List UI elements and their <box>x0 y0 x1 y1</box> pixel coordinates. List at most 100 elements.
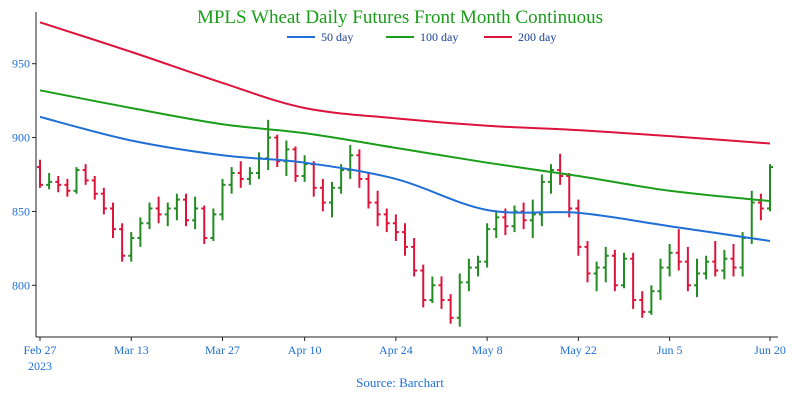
ohlc-bar <box>256 152 262 179</box>
ohlc-bar <box>392 214 399 241</box>
ohlc-bar <box>621 252 627 289</box>
ohlc-bar <box>730 243 737 277</box>
x-tick-label: May 8 <box>472 343 503 357</box>
ohlc-bar <box>402 223 408 256</box>
ohlc-bar <box>210 208 217 241</box>
ohlc-bar <box>630 252 637 309</box>
ohlc-bar <box>557 153 564 185</box>
ohlc-bar <box>520 202 527 230</box>
ohlc-bar <box>420 264 427 308</box>
ohlc-bar <box>648 285 655 315</box>
ohlc-bar <box>566 173 573 218</box>
ohlc-bar <box>55 175 62 193</box>
ohlc-bar <box>73 167 80 194</box>
x-tick-label: Apr 10 <box>288 343 322 357</box>
price-bars <box>37 119 773 327</box>
ohlc-bar <box>164 202 171 227</box>
ohlc-bar <box>657 258 664 301</box>
ohlc-bar <box>721 249 728 280</box>
ohlc-bar <box>146 202 153 230</box>
y-axis-ticks: 800 850 900 950 <box>12 57 36 292</box>
y-tick-label: 850 <box>12 204 30 218</box>
ohlc-bar <box>411 238 418 277</box>
ohlc-bar <box>511 205 518 233</box>
legend-label: 50 day <box>321 30 353 44</box>
x-tick-label: Jun 5 <box>657 343 683 357</box>
ohlc-bar <box>82 164 89 185</box>
ohlc-bar <box>310 161 317 197</box>
ohlc-bar <box>228 167 235 194</box>
ohlc-bar <box>173 193 180 221</box>
ohlc-bar <box>475 255 481 277</box>
ohlc-bar <box>529 199 536 239</box>
ohlc-bar <box>365 173 372 209</box>
ohlc-bar <box>666 243 673 277</box>
ohlc-bar <box>301 155 308 182</box>
ohlc-bar <box>374 190 381 227</box>
ohlc-bar <box>438 276 445 309</box>
ohlc-bar <box>137 217 144 247</box>
legend-item-ma50: 50 day <box>287 30 353 44</box>
source-note: Source: Barchart <box>356 375 444 390</box>
ohlc-bar <box>456 273 463 327</box>
ohlc-bar <box>91 175 98 200</box>
legend: 50 day 100 day 200 day <box>287 30 556 44</box>
ohlc-bar <box>593 261 600 292</box>
x-tick-label: Feb 27 <box>24 343 57 357</box>
ohlc-bar <box>465 258 472 292</box>
ohlc-bar <box>292 146 299 182</box>
ohlc-bar <box>283 140 290 176</box>
ohlc-bar <box>548 164 554 194</box>
ohlc-bar <box>100 187 107 215</box>
ohlc-bar <box>183 193 189 227</box>
ohlc-bar <box>739 232 746 277</box>
legend-item-ma200: 200 day <box>484 30 556 44</box>
ohlc-bar <box>46 173 53 190</box>
y-tick-label: 900 <box>12 131 30 145</box>
ma-line-ma200 <box>39 21 771 145</box>
ohlc-bar <box>712 240 719 277</box>
ohlc-bar <box>246 167 253 185</box>
ohlc-bar <box>575 199 582 256</box>
ohlc-bar <box>639 291 646 318</box>
ohlc-bar <box>684 246 691 292</box>
ohlc-bar <box>429 276 436 304</box>
ohlc-bar <box>347 144 354 179</box>
ohlc-bar <box>356 149 363 188</box>
ohlc-bar <box>703 255 710 280</box>
ohlc-bar <box>64 178 71 197</box>
x-tick-label: Mar 13 <box>114 343 149 357</box>
ohlc-bar <box>192 196 199 230</box>
ohlc-bar <box>319 178 326 212</box>
ohlc-bar <box>237 161 244 188</box>
ohlc-bar <box>584 240 591 283</box>
ohlc-bar <box>611 249 618 292</box>
ohlc-bar <box>274 134 281 168</box>
ohlc-bar <box>675 229 682 271</box>
ohlc-bar <box>538 174 545 227</box>
y-tick-label: 800 <box>12 278 30 292</box>
moving-average-lines <box>39 21 771 242</box>
legend-item-ma100: 100 day <box>386 30 458 44</box>
ohlc-bar <box>447 294 454 324</box>
y-tick-label: 950 <box>12 57 30 71</box>
ohlc-bar <box>219 178 226 221</box>
ohlc-bar <box>493 211 500 239</box>
ohlc-bar <box>128 232 135 262</box>
x-tick-label: Apr 24 <box>379 343 413 357</box>
legend-label: 200 day <box>518 30 556 44</box>
ma-line-ma50 <box>39 115 771 242</box>
chart-title: MPLS Wheat Daily Futures Front Month Con… <box>197 7 603 28</box>
legend-label: 100 day <box>420 30 458 44</box>
ohlc-bar <box>110 202 116 239</box>
x-tick-label: Mar 27 <box>205 343 240 357</box>
ohlc-bar <box>602 246 609 283</box>
ohlc-bar <box>155 196 162 224</box>
ohlc-bar <box>694 258 700 298</box>
ohlc-bar <box>119 223 126 262</box>
ohlc-bar <box>757 193 764 221</box>
ohlc-bar <box>329 181 335 218</box>
x-axis-ticks: Feb 27 2023 Mar 13 Mar 27 Apr 10 Apr 24 May 8 M… <box>24 337 786 373</box>
ma-line-ma100 <box>39 89 771 203</box>
